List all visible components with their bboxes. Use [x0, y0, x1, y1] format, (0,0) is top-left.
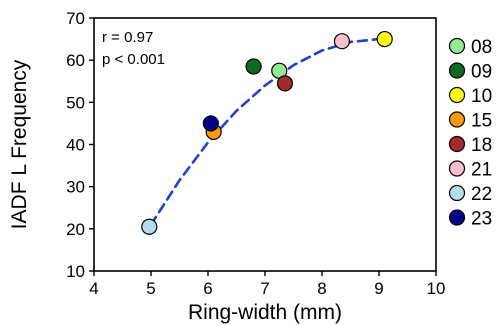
legend-label-18: 18 [471, 135, 492, 156]
y-tick-label: 60 [66, 51, 85, 70]
legend-marker-18 [448, 135, 466, 153]
legend-label-08: 08 [471, 37, 492, 58]
annotation-0: r = 0.97 [102, 29, 153, 46]
legend-marker-10 [448, 86, 466, 104]
x-tick-label: 6 [203, 279, 212, 298]
legend-label-09: 09 [471, 62, 492, 83]
legend-marker-21 [448, 160, 466, 177]
x-tick-label: 10 [427, 279, 446, 298]
legend-marker-08 [448, 37, 466, 55]
x-tick-label: 4 [89, 279, 98, 298]
legend-marker-15 [448, 111, 466, 128]
data-point-09 [245, 58, 262, 75]
x-tick-label: 7 [260, 279, 269, 298]
data-point-21 [333, 33, 351, 50]
legend-label-23: 23 [471, 209, 492, 230]
x-tick-label: 5 [146, 279, 155, 298]
y-tick-label: 50 [66, 93, 85, 112]
data-point-23 [202, 115, 219, 132]
legend-marker-22 [448, 184, 466, 202]
legend-label-10: 10 [471, 86, 492, 107]
x-tick-label: 8 [317, 279, 326, 298]
data-point-18 [276, 75, 294, 92]
x-axis-label: Ring-width (mm) [188, 301, 342, 324]
y-tick-label: 70 [66, 9, 85, 28]
data-point-10 [376, 30, 393, 48]
y-tick-label: 20 [66, 220, 85, 239]
legend-marker-09 [448, 62, 466, 79]
y-tick-label: 30 [66, 178, 85, 197]
legend-marker-23 [448, 209, 466, 226]
legend-label-21: 21 [471, 160, 492, 181]
data-point-22 [141, 218, 158, 235]
y-tick-label: 10 [66, 262, 85, 281]
legend-label-15: 15 [471, 111, 492, 132]
fit-line [149, 37, 387, 226]
y-axis-label: IADF L Frequency [8, 59, 31, 229]
y-tick-label: 40 [66, 136, 85, 155]
legend-label-22: 22 [471, 184, 492, 205]
x-tick-label: 9 [374, 279, 383, 298]
annotation-1: p < 0.001 [102, 51, 165, 68]
